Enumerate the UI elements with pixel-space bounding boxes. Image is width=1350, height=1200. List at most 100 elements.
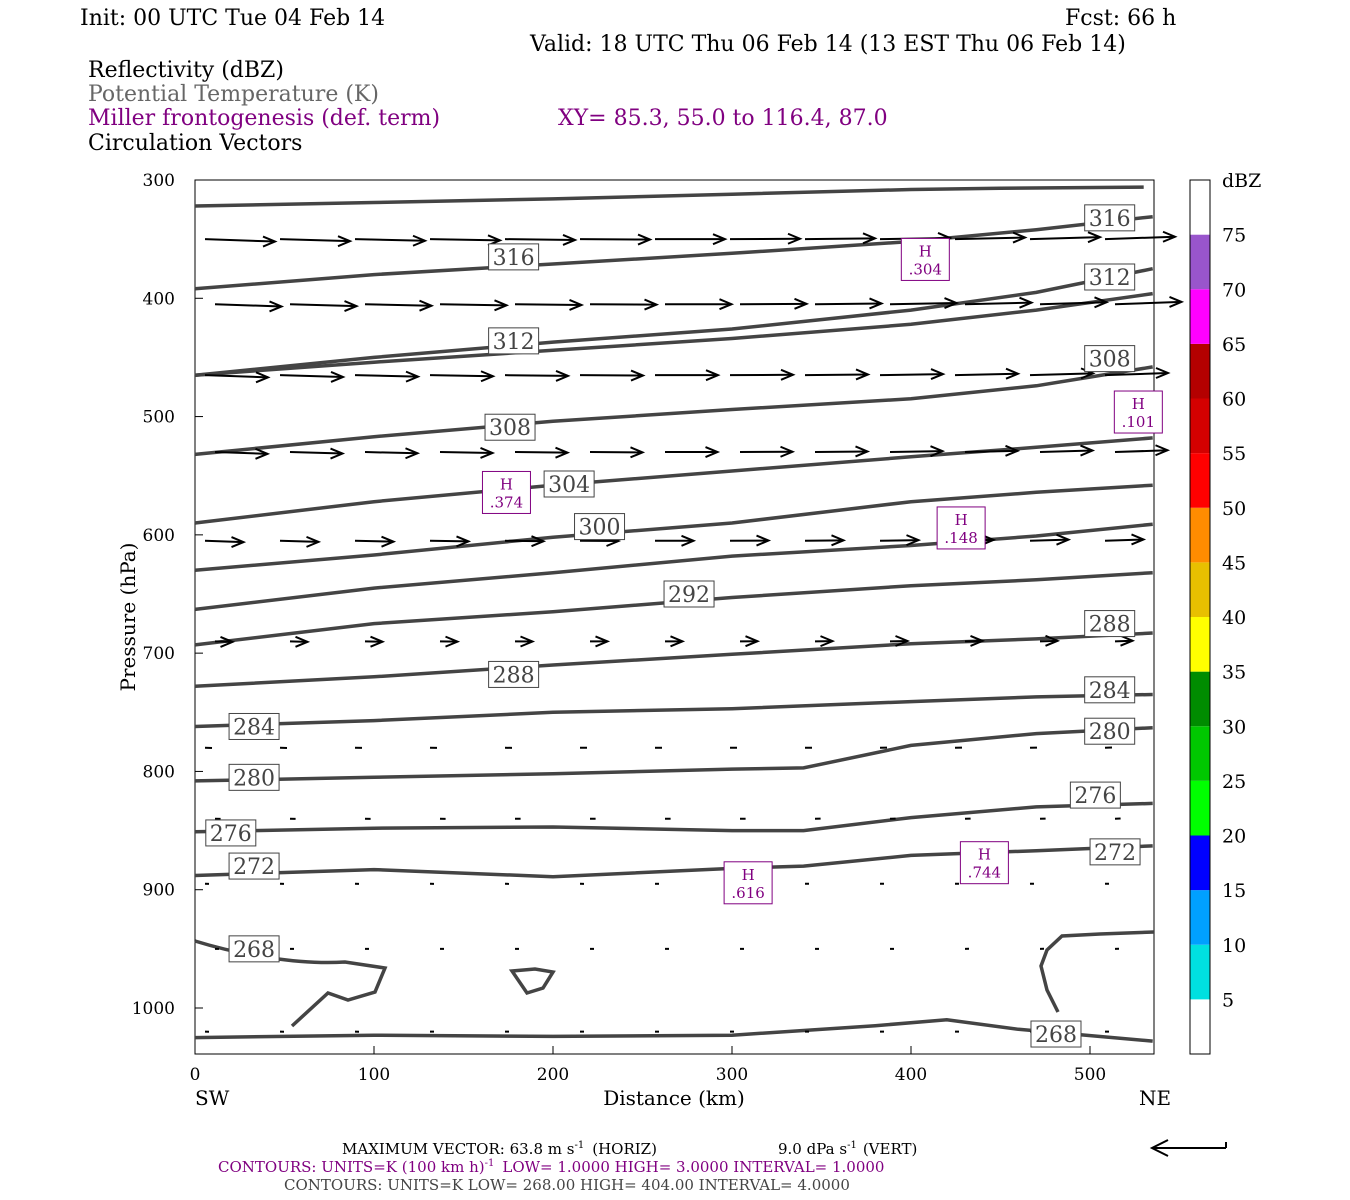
vector-arrowhead — [1120, 634, 1136, 647]
x-tick-label: 500 — [1074, 1065, 1106, 1085]
vector-arrowhead — [445, 635, 461, 648]
vector-arrowhead — [756, 534, 772, 547]
circulation-vector — [439, 303, 507, 307]
y-tick-label: 1000 — [132, 999, 175, 1019]
colorbar-segment — [1190, 890, 1210, 945]
circulation-vector — [1114, 300, 1182, 306]
theta-label-box — [205, 819, 257, 847]
init-time: Init: 00 UTC Tue 04 Feb 14 — [80, 6, 385, 31]
vector-arrowhead — [820, 635, 836, 648]
theta-label-text: 292 — [668, 583, 710, 608]
theta-label-box — [488, 327, 540, 355]
y-tick-label: 600 — [143, 526, 175, 546]
x-tick-label: 300 — [716, 1065, 748, 1085]
colorbar-level-label: 75 — [1222, 225, 1246, 247]
circulation-vector — [354, 374, 419, 378]
circulation-vector — [279, 539, 319, 543]
circulation-vector — [279, 238, 351, 243]
colorbar-frame — [1189, 179, 1211, 1055]
vector-arrowhead — [370, 635, 386, 648]
colorbar-title: dBZ — [1222, 170, 1261, 192]
circulation-vector — [964, 301, 1032, 306]
circulation-vector — [814, 302, 882, 306]
theta-label-box — [543, 470, 595, 498]
vector-arrowhead — [381, 535, 397, 548]
y-tick-label: 900 — [143, 881, 175, 901]
vector-arrowhead — [494, 299, 510, 312]
colorbar-segment — [1190, 835, 1210, 891]
colorbar-level-label: 40 — [1222, 607, 1246, 629]
vector-arrowhead — [1056, 533, 1072, 546]
circulation-vector — [204, 539, 244, 544]
max-vector-value: MAXIMUM VECTOR: 63.8 m s — [342, 1140, 574, 1158]
theta-label-text: 300 — [579, 516, 621, 541]
x-tick-label: 100 — [358, 1065, 390, 1085]
reference-vector-arrow — [1149, 1139, 1227, 1157]
forecast-hour: Fcst: 66 h — [1065, 6, 1176, 31]
vector-arrowhead — [220, 635, 236, 648]
theta-label-box — [1084, 204, 1136, 232]
vector-arrowhead — [855, 445, 871, 458]
colorbar-level-label: 70 — [1222, 279, 1246, 301]
circulation-vector — [964, 449, 1018, 454]
theta-label-box — [1084, 345, 1136, 373]
vector-arrowhead — [295, 635, 311, 648]
circulation-vector — [1039, 449, 1093, 454]
circulation-vector — [439, 451, 493, 454]
theta-contour-line — [194, 365, 1153, 457]
colorbar-segment — [1190, 671, 1210, 727]
vector-arrowhead — [480, 447, 496, 459]
colorbar-segment — [1190, 562, 1210, 617]
theta-label-text: 280 — [1089, 720, 1131, 745]
vector-arrowhead — [269, 300, 285, 313]
theta-contour-line — [194, 692, 1153, 729]
field-circulation-vectors: Circulation Vectors — [88, 131, 302, 156]
vector-arrowhead — [630, 446, 646, 459]
theta-label-text: 288 — [1089, 613, 1131, 638]
contours-theta: CONTOURS: UNITS=K LOW= 268.00 HIGH= 404.… — [284, 1176, 850, 1194]
colorbar-level-label: 15 — [1222, 880, 1246, 902]
max-vector-vert-exp: -1 — [847, 1140, 857, 1151]
theta-contour-line — [194, 185, 1144, 208]
vector-arrowhead — [705, 369, 721, 382]
circulation-vector — [814, 450, 868, 454]
theta-label-box — [488, 660, 540, 688]
colorbar-segment — [1190, 234, 1210, 290]
circulation-vector — [1029, 538, 1069, 542]
vector-arrowhead — [970, 634, 986, 647]
colorbar-level-label: 45 — [1222, 552, 1246, 574]
vector-arrowhead — [405, 370, 421, 383]
colorbar-segment — [1190, 289, 1210, 344]
vector-arrowhead — [555, 446, 571, 459]
vector-arrowhead — [344, 300, 360, 313]
theta-label-text: 284 — [1089, 679, 1131, 704]
vector-arrowhead — [412, 234, 428, 247]
circulation-vector — [354, 238, 426, 242]
vector-arrowhead — [1155, 444, 1171, 457]
y-tick-label: 800 — [143, 762, 175, 782]
frontogenesis-max-value: .304 — [909, 260, 942, 278]
vector-arrowhead — [231, 536, 247, 549]
vector-arrowhead — [255, 447, 271, 460]
vector-arrowhead — [1169, 295, 1185, 308]
theta-contour-line — [194, 801, 1153, 834]
vector-arrowhead — [1155, 367, 1171, 379]
vector-arrowhead — [944, 297, 960, 309]
colorbar-segment — [1190, 617, 1210, 672]
vector-arrowhead — [630, 369, 646, 382]
vector-arrowhead — [787, 232, 803, 245]
frontogenesis-max-box — [900, 237, 950, 281]
vector-arrowhead — [906, 534, 922, 547]
vector-arrowhead — [1131, 533, 1147, 546]
frontogenesis-max-letter: H — [919, 242, 932, 260]
theta-label-text: 288 — [493, 663, 535, 688]
frontogenesis-max-box — [1113, 390, 1163, 434]
vector-arrowhead — [930, 368, 946, 381]
vector-arrowhead — [780, 445, 796, 458]
theta-contour-labels: 316 316 312 312 308 308 304 300 292 288 288 284 284 2… — [205, 204, 1141, 1048]
frontogenesis-max-box — [959, 841, 1009, 885]
circulation-vector — [804, 373, 869, 377]
colorbar-segment — [1190, 944, 1210, 1000]
theta-label-text: 280 — [233, 766, 275, 791]
vector-arrowhead — [831, 534, 847, 547]
